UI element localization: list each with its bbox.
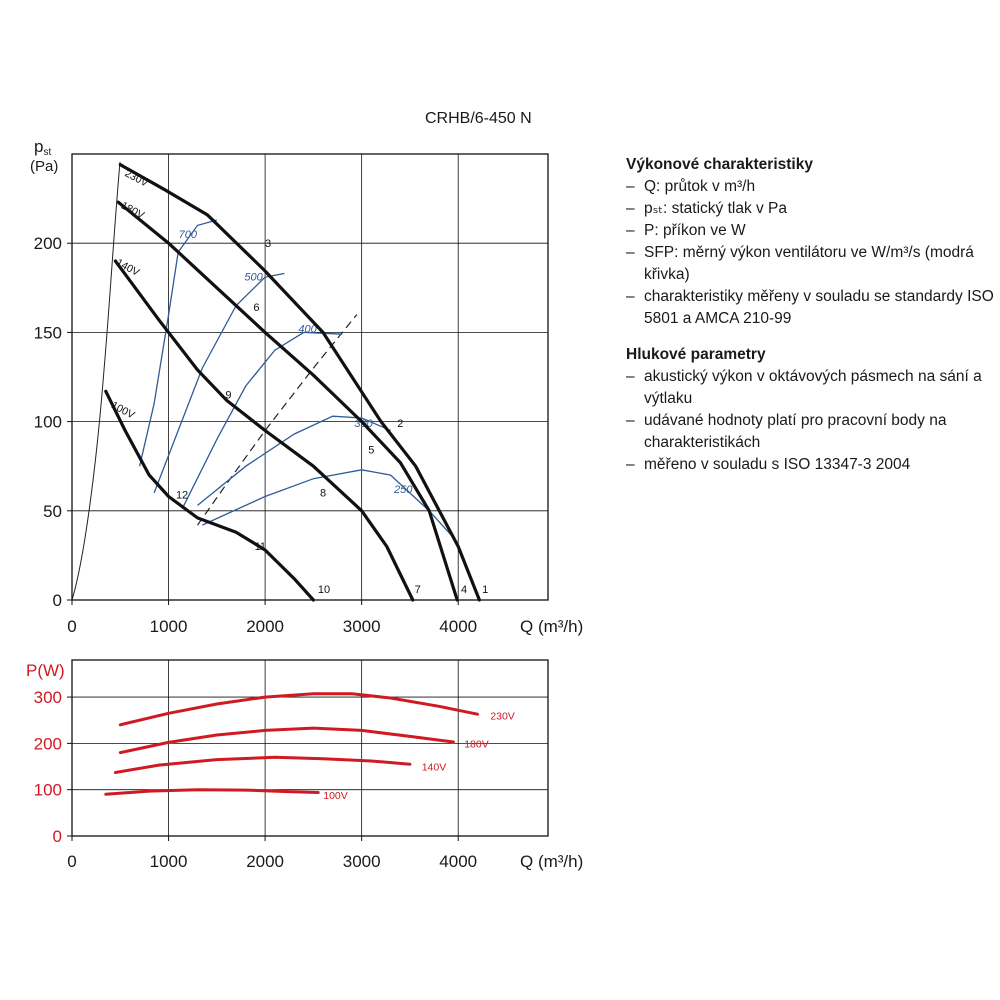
sfp-curve-300 bbox=[197, 415, 391, 506]
sfp-curve-label: 700 bbox=[179, 229, 198, 241]
info-panel: Výkonové charakteristiky Q: průtok v m³/h… bbox=[626, 154, 996, 490]
y-tick-label: 200 bbox=[34, 234, 62, 253]
x-tick-label: 4000 bbox=[439, 852, 477, 871]
x-tick-label: 3000 bbox=[343, 617, 381, 636]
sfp-curve-400 bbox=[182, 331, 343, 508]
y-tick-label: 150 bbox=[34, 323, 62, 342]
x-tick-label: 3000 bbox=[343, 852, 381, 871]
y-axis-label: P(W) bbox=[26, 661, 65, 680]
info-list-item: udávané hodnoty platí pro pracovní body … bbox=[626, 410, 996, 454]
y-tick-label: 200 bbox=[34, 734, 62, 753]
point-label: 8 bbox=[320, 488, 326, 500]
x-axis-label: Q (m³/h) bbox=[520, 852, 583, 871]
x-tick-label: 1000 bbox=[150, 852, 188, 871]
power-curve-label: 100V bbox=[323, 790, 348, 802]
info-list-item: Q: průtok v m³/h bbox=[626, 176, 996, 198]
sfp-curve-label: 250 bbox=[393, 484, 413, 496]
point-label: 9 bbox=[225, 389, 231, 401]
x-tick-label: 0 bbox=[67, 617, 76, 636]
y-tick-label: 0 bbox=[53, 827, 62, 846]
x-tick-label: 4000 bbox=[439, 617, 477, 636]
point-label: 2 bbox=[397, 418, 403, 430]
fan-curve-140V bbox=[113, 259, 415, 602]
x-tick-label: 1000 bbox=[150, 617, 188, 636]
sfp-curve-700 bbox=[138, 219, 217, 467]
x-axis-label: Q (m³/h) bbox=[520, 617, 583, 636]
info-list: Q: průtok v m³/hpₛₜ: statický tlak v PaP… bbox=[626, 176, 996, 330]
y-axis-unit: (Pa) bbox=[30, 158, 58, 175]
fan-curve-180V bbox=[116, 200, 459, 602]
fan-curve-230V bbox=[118, 163, 481, 602]
y-axis-label-sub: st bbox=[43, 147, 51, 158]
point-label: 3 bbox=[265, 238, 271, 250]
y-axis-label: pst bbox=[34, 137, 51, 158]
fan-curve-label: 100V bbox=[109, 399, 136, 421]
info-list: akustický výkon v oktávových pásmech na … bbox=[626, 366, 996, 476]
fan-curve-100V bbox=[104, 389, 315, 602]
info-list-item: akustický výkon v oktávových pásmech na … bbox=[626, 366, 996, 410]
point-label: 7 bbox=[415, 584, 421, 596]
power-curve-230V bbox=[118, 692, 479, 727]
info-list-item: SFP: měrný výkon ventilátoru ve W/m³/s (… bbox=[626, 242, 996, 286]
y-tick-label: 100 bbox=[34, 413, 62, 432]
point-label: 11 bbox=[255, 541, 266, 553]
plot-frame bbox=[71, 659, 549, 837]
info-list-item: pₛₜ: statický tlak v Pa bbox=[626, 198, 996, 220]
y-tick-label: 100 bbox=[34, 781, 62, 800]
x-tick-label: 0 bbox=[67, 852, 76, 871]
x-tick-label: 2000 bbox=[246, 617, 284, 636]
power-curve-label: 140V bbox=[422, 762, 447, 774]
fan-curve-label: 180V bbox=[119, 200, 146, 222]
power-curve-label: 230V bbox=[490, 711, 515, 723]
chart-title: CRHB/6-450 N bbox=[425, 110, 532, 127]
info-list-item: měřeno v souladu s ISO 13347-3 2004 bbox=[626, 454, 996, 476]
point-label: 6 bbox=[253, 302, 259, 314]
y-axis-label-main: p bbox=[34, 137, 43, 156]
x-tick-label: 2000 bbox=[246, 852, 284, 871]
point-label: 1 bbox=[482, 584, 488, 596]
point-label: 4 bbox=[461, 584, 467, 596]
info-heading: Výkonové charakteristiky bbox=[626, 156, 813, 173]
info-list-item: P: příkon ve W bbox=[626, 220, 996, 242]
system-curve bbox=[197, 314, 358, 526]
info-list-item: charakteristiky měřeny v souladu se stan… bbox=[626, 286, 996, 330]
sfp-curve-label: 400 bbox=[298, 323, 317, 335]
power-curve-100V bbox=[104, 788, 320, 796]
y-tick-label: 50 bbox=[43, 502, 62, 521]
fan-curve-label: 230V bbox=[123, 167, 150, 189]
y-tick-label: 0 bbox=[53, 591, 62, 610]
info-heading: Hlukové parametry bbox=[626, 346, 766, 363]
point-label: 12 bbox=[176, 489, 188, 501]
point-label: 10 bbox=[318, 584, 330, 596]
plot-frame bbox=[71, 153, 549, 601]
power-curve-180V bbox=[118, 726, 455, 755]
power-curve-140V bbox=[113, 755, 412, 774]
y-tick-label: 300 bbox=[34, 688, 62, 707]
power-curve-label: 180V bbox=[464, 738, 489, 750]
sfp-curve-label: 500 bbox=[244, 272, 263, 284]
point-label: 5 bbox=[368, 445, 374, 457]
envelope-curve bbox=[71, 161, 121, 601]
